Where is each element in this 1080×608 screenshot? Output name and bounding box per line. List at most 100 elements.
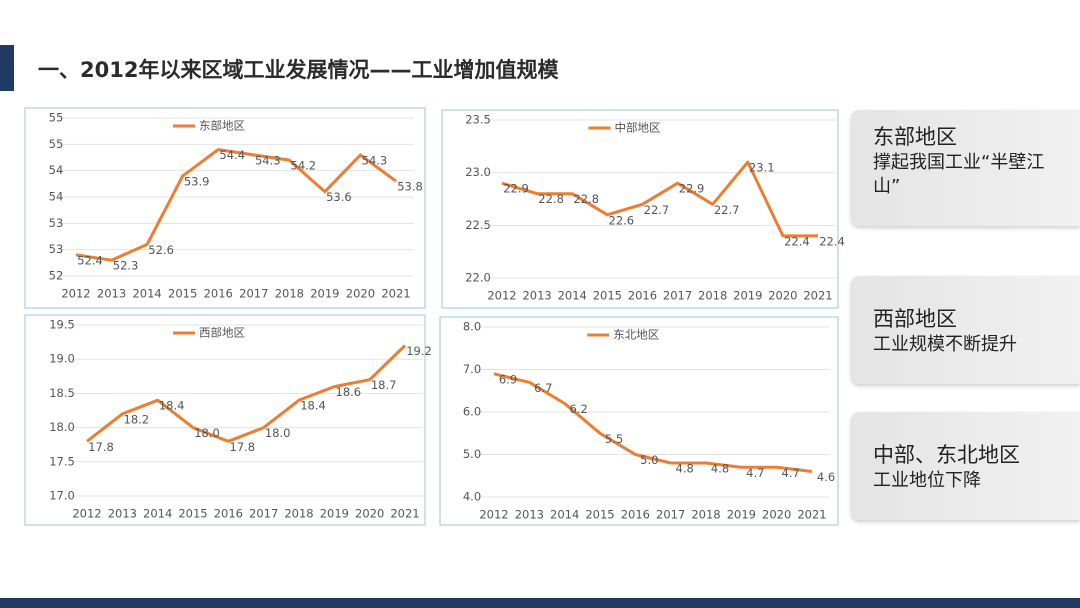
x-tick-label: 2013 xyxy=(522,289,551,303)
slide-title: 一、2012年以来区域工业发展情况——工业增加值规模 xyxy=(38,58,559,82)
x-tick-label: 2017 xyxy=(249,507,278,521)
x-tick-label: 2012 xyxy=(72,507,101,521)
y-tick-label: 18.5 xyxy=(49,386,75,400)
data-label: 52.3 xyxy=(113,259,139,273)
data-label: 17.8 xyxy=(230,440,256,454)
y-tick-label: 53 xyxy=(49,216,64,230)
data-label: 53.6 xyxy=(326,190,352,204)
x-tick-label: 2016 xyxy=(621,508,650,522)
data-label: 22.9 xyxy=(503,182,529,196)
x-tick-label: 2020 xyxy=(768,289,797,303)
data-label: 54.2 xyxy=(291,159,317,173)
x-tick-label: 2018 xyxy=(691,508,720,522)
y-tick-label: 23.5 xyxy=(465,113,491,127)
data-label: 19.2 xyxy=(406,344,432,358)
note-heading: 西部地区 xyxy=(873,307,957,331)
x-tick-label: 2017 xyxy=(239,287,268,301)
data-label: 6.2 xyxy=(570,402,588,416)
data-label: 22.7 xyxy=(714,203,740,217)
data-label: 4.8 xyxy=(676,462,694,476)
data-label: 18.6 xyxy=(336,385,362,399)
data-label: 53.9 xyxy=(184,174,210,188)
data-label: 54.4 xyxy=(219,148,245,162)
data-label: 54.3 xyxy=(362,153,388,167)
legend-label: 西部地区 xyxy=(199,326,245,340)
data-label: 22.8 xyxy=(573,192,599,206)
data-label: 18.7 xyxy=(371,378,397,392)
y-tick-label: 8.0 xyxy=(463,320,481,334)
x-tick-label: 2020 xyxy=(355,507,384,521)
data-label: 4.7 xyxy=(746,466,764,480)
data-label: 18.0 xyxy=(265,426,291,440)
y-tick-label: 52 xyxy=(49,269,64,283)
x-tick-label: 2018 xyxy=(275,287,304,301)
legend-label: 东北地区 xyxy=(613,328,659,342)
note-box: 东部地区 撑起我国工业“半壁江山” xyxy=(851,110,1080,226)
y-tick-label: 23.0 xyxy=(465,165,491,179)
x-tick-label: 2015 xyxy=(178,507,207,521)
x-tick-label: 2013 xyxy=(97,287,126,301)
x-tick-label: 2021 xyxy=(390,507,419,521)
x-tick-label: 2014 xyxy=(550,508,579,522)
footer-bar xyxy=(0,598,1080,608)
data-label: 4.7 xyxy=(782,466,800,480)
data-label: 6.9 xyxy=(499,372,517,386)
note-heading: 中部、东北地区 xyxy=(873,443,1020,467)
y-tick-label: 18.0 xyxy=(49,420,75,434)
data-label: 52.6 xyxy=(148,243,174,257)
x-tick-label: 2015 xyxy=(168,287,197,301)
x-tick-label: 2021 xyxy=(803,289,832,303)
data-label: 22.4 xyxy=(819,234,845,248)
x-tick-label: 2016 xyxy=(204,287,233,301)
x-tick-label: 2014 xyxy=(558,289,587,303)
data-label: 18.4 xyxy=(300,399,326,413)
data-label: 54.3 xyxy=(255,153,281,167)
data-label: 53.8 xyxy=(397,180,423,194)
data-label: 18.4 xyxy=(159,399,185,413)
x-tick-label: 2012 xyxy=(61,287,90,301)
x-tick-label: 2017 xyxy=(663,289,692,303)
y-tick-label: 19.5 xyxy=(49,318,75,332)
y-tick-label: 17.0 xyxy=(49,489,75,503)
data-line xyxy=(75,148,397,262)
x-tick-label: 2017 xyxy=(656,508,685,522)
x-tick-label: 2020 xyxy=(346,287,375,301)
x-tick-label: 2015 xyxy=(593,289,622,303)
chart-frame xyxy=(24,314,426,526)
x-tick-label: 2018 xyxy=(698,289,727,303)
data-label: 5.0 xyxy=(640,453,658,467)
y-tick-label: 22.0 xyxy=(465,271,491,285)
data-line xyxy=(493,372,813,473)
data-label: 18.2 xyxy=(124,412,150,426)
x-tick-label: 2013 xyxy=(108,507,137,521)
data-line xyxy=(501,160,818,238)
data-label: 6.7 xyxy=(534,381,552,395)
y-tick-label: 6.0 xyxy=(463,405,481,419)
data-label: 22.7 xyxy=(644,203,670,217)
data-label: 22.6 xyxy=(609,213,635,227)
x-tick-label: 2021 xyxy=(381,287,410,301)
x-tick-label: 2020 xyxy=(762,508,791,522)
data-label: 17.8 xyxy=(88,440,114,454)
y-tick-label: 5.0 xyxy=(463,447,481,461)
x-tick-label: 2018 xyxy=(284,507,313,521)
y-tick-label: 54 xyxy=(49,163,64,177)
x-tick-label: 2021 xyxy=(797,508,826,522)
x-tick-label: 2016 xyxy=(214,507,243,521)
data-line xyxy=(86,344,407,443)
data-label: 4.8 xyxy=(711,462,729,476)
chart-frame xyxy=(441,109,839,309)
x-tick-label: 2019 xyxy=(320,507,349,521)
y-tick-label: 22.5 xyxy=(465,218,491,232)
chart-frame xyxy=(24,107,426,309)
y-tick-label: 7.0 xyxy=(463,362,481,376)
data-label: 22.4 xyxy=(784,234,810,248)
note-body: 工业规模不断提升 xyxy=(873,334,1017,355)
x-tick-label: 2012 xyxy=(487,289,516,303)
note-body: 工业地位下降 xyxy=(873,470,981,491)
legend-label: 东部地区 xyxy=(199,119,245,133)
x-tick-label: 2014 xyxy=(143,507,172,521)
data-label: 5.5 xyxy=(605,432,623,446)
